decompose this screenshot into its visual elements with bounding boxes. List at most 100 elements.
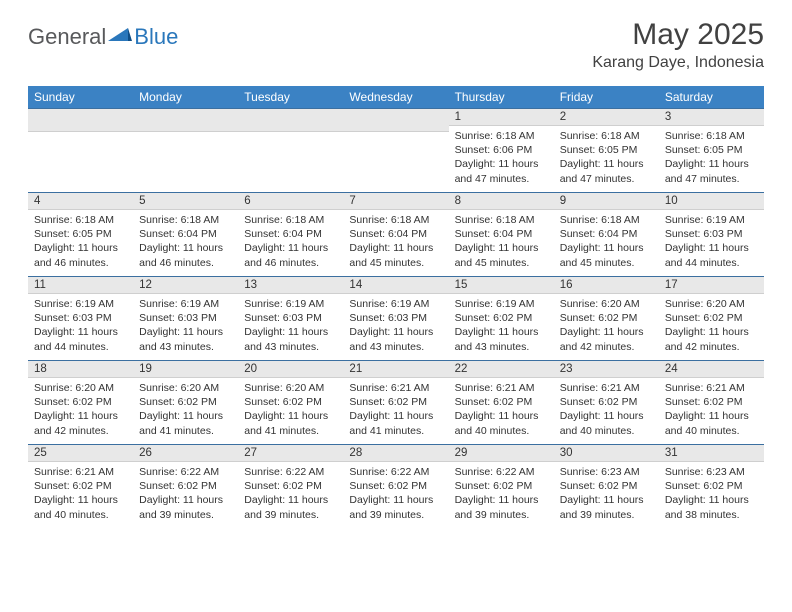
calendar-day-cell: 15Sunrise: 6:19 AMSunset: 6:02 PMDayligh… [449, 276, 554, 360]
brand-part2: Blue [134, 24, 178, 50]
sunset-line: Sunset: 6:02 PM [455, 479, 548, 493]
day-data: Sunrise: 6:20 AMSunset: 6:02 PMDaylight:… [133, 378, 238, 442]
day-data: Sunrise: 6:22 AMSunset: 6:02 PMDaylight:… [133, 462, 238, 526]
day-number: 7 [343, 192, 448, 210]
sunset-line: Sunset: 6:03 PM [349, 311, 442, 325]
calendar-day-cell: 4Sunrise: 6:18 AMSunset: 6:05 PMDaylight… [28, 192, 133, 276]
calendar-day-cell [238, 108, 343, 192]
sunrise-line: Sunrise: 6:18 AM [139, 213, 232, 227]
day-number: 24 [659, 360, 764, 378]
daylight-line: Daylight: 11 hours and 47 minutes. [455, 157, 548, 185]
sunset-line: Sunset: 6:02 PM [244, 395, 337, 409]
calendar-day-cell: 17Sunrise: 6:20 AMSunset: 6:02 PMDayligh… [659, 276, 764, 360]
day-number: 26 [133, 444, 238, 462]
day-number: 11 [28, 276, 133, 294]
month-title: May 2025 [592, 18, 764, 52]
day-data: Sunrise: 6:19 AMSunset: 6:03 PMDaylight:… [343, 294, 448, 358]
sunrise-line: Sunrise: 6:18 AM [349, 213, 442, 227]
sunrise-line: Sunrise: 6:21 AM [455, 381, 548, 395]
daylight-line: Daylight: 11 hours and 41 minutes. [139, 409, 232, 437]
day-data: Sunrise: 6:18 AMSunset: 6:05 PMDaylight:… [659, 126, 764, 190]
day-data: Sunrise: 6:19 AMSunset: 6:03 PMDaylight:… [238, 294, 343, 358]
calendar-table: SundayMondayTuesdayWednesdayThursdayFrid… [28, 86, 764, 528]
day-number: 23 [554, 360, 659, 378]
daylight-line: Daylight: 11 hours and 43 minutes. [244, 325, 337, 353]
calendar-day-cell: 11Sunrise: 6:19 AMSunset: 6:03 PMDayligh… [28, 276, 133, 360]
day-data: Sunrise: 6:19 AMSunset: 6:03 PMDaylight:… [133, 294, 238, 358]
empty-daynum [28, 108, 133, 132]
day-number: 20 [238, 360, 343, 378]
daylight-line: Daylight: 11 hours and 45 minutes. [349, 241, 442, 269]
weekday-header: Wednesday [343, 86, 448, 108]
sunrise-line: Sunrise: 6:20 AM [34, 381, 127, 395]
day-number: 8 [449, 192, 554, 210]
day-number: 21 [343, 360, 448, 378]
sunset-line: Sunset: 6:05 PM [665, 143, 758, 157]
daylight-line: Daylight: 11 hours and 43 minutes. [139, 325, 232, 353]
day-number: 31 [659, 444, 764, 462]
day-data: Sunrise: 6:20 AMSunset: 6:02 PMDaylight:… [554, 294, 659, 358]
calendar-day-cell: 5Sunrise: 6:18 AMSunset: 6:04 PMDaylight… [133, 192, 238, 276]
sunrise-line: Sunrise: 6:22 AM [455, 465, 548, 479]
sunset-line: Sunset: 6:04 PM [560, 227, 653, 241]
calendar-day-cell: 2Sunrise: 6:18 AMSunset: 6:05 PMDaylight… [554, 108, 659, 192]
day-number: 1 [449, 108, 554, 126]
sunset-line: Sunset: 6:04 PM [455, 227, 548, 241]
weekday-header: Tuesday [238, 86, 343, 108]
sunset-line: Sunset: 6:02 PM [560, 395, 653, 409]
calendar-day-cell [133, 108, 238, 192]
day-number: 17 [659, 276, 764, 294]
daylight-line: Daylight: 11 hours and 46 minutes. [34, 241, 127, 269]
sunset-line: Sunset: 6:02 PM [349, 479, 442, 493]
sunrise-line: Sunrise: 6:22 AM [244, 465, 337, 479]
sunrise-line: Sunrise: 6:18 AM [665, 129, 758, 143]
day-number: 25 [28, 444, 133, 462]
day-data: Sunrise: 6:20 AMSunset: 6:02 PMDaylight:… [659, 294, 764, 358]
day-data: Sunrise: 6:20 AMSunset: 6:02 PMDaylight:… [238, 378, 343, 442]
calendar-week-row: 4Sunrise: 6:18 AMSunset: 6:05 PMDaylight… [28, 192, 764, 276]
calendar-day-cell: 29Sunrise: 6:22 AMSunset: 6:02 PMDayligh… [449, 444, 554, 528]
day-number: 29 [449, 444, 554, 462]
calendar-day-cell: 28Sunrise: 6:22 AMSunset: 6:02 PMDayligh… [343, 444, 448, 528]
day-number: 10 [659, 192, 764, 210]
day-number: 9 [554, 192, 659, 210]
day-number: 12 [133, 276, 238, 294]
sunrise-line: Sunrise: 6:19 AM [455, 297, 548, 311]
day-number: 6 [238, 192, 343, 210]
weekday-header: Monday [133, 86, 238, 108]
sunrise-line: Sunrise: 6:20 AM [665, 297, 758, 311]
day-number: 27 [238, 444, 343, 462]
sunrise-line: Sunrise: 6:20 AM [560, 297, 653, 311]
day-number: 16 [554, 276, 659, 294]
brand-logo: General Blue [28, 18, 178, 50]
day-data: Sunrise: 6:20 AMSunset: 6:02 PMDaylight:… [28, 378, 133, 442]
day-data: Sunrise: 6:18 AMSunset: 6:06 PMDaylight:… [449, 126, 554, 190]
calendar-page: General Blue May 2025 Karang Daye, Indon… [0, 0, 792, 540]
calendar-day-cell: 20Sunrise: 6:20 AMSunset: 6:02 PMDayligh… [238, 360, 343, 444]
sunset-line: Sunset: 6:02 PM [139, 479, 232, 493]
calendar-day-cell [28, 108, 133, 192]
weekday-header-row: SundayMondayTuesdayWednesdayThursdayFrid… [28, 86, 764, 108]
day-number: 3 [659, 108, 764, 126]
daylight-line: Daylight: 11 hours and 45 minutes. [560, 241, 653, 269]
sunset-line: Sunset: 6:04 PM [349, 227, 442, 241]
sunset-line: Sunset: 6:04 PM [139, 227, 232, 241]
sunrise-line: Sunrise: 6:23 AM [560, 465, 653, 479]
calendar-day-cell: 21Sunrise: 6:21 AMSunset: 6:02 PMDayligh… [343, 360, 448, 444]
day-number: 28 [343, 444, 448, 462]
calendar-day-cell: 13Sunrise: 6:19 AMSunset: 6:03 PMDayligh… [238, 276, 343, 360]
calendar-week-row: 18Sunrise: 6:20 AMSunset: 6:02 PMDayligh… [28, 360, 764, 444]
sunset-line: Sunset: 6:02 PM [455, 311, 548, 325]
sunrise-line: Sunrise: 6:18 AM [455, 129, 548, 143]
calendar-day-cell: 14Sunrise: 6:19 AMSunset: 6:03 PMDayligh… [343, 276, 448, 360]
sunset-line: Sunset: 6:02 PM [665, 311, 758, 325]
daylight-line: Daylight: 11 hours and 42 minutes. [665, 325, 758, 353]
location: Karang Daye, Indonesia [592, 54, 764, 72]
daylight-line: Daylight: 11 hours and 40 minutes. [34, 493, 127, 521]
sunrise-line: Sunrise: 6:19 AM [665, 213, 758, 227]
daylight-line: Daylight: 11 hours and 39 minutes. [244, 493, 337, 521]
weekday-header: Sunday [28, 86, 133, 108]
day-number: 22 [449, 360, 554, 378]
day-data: Sunrise: 6:21 AMSunset: 6:02 PMDaylight:… [659, 378, 764, 442]
day-data: Sunrise: 6:23 AMSunset: 6:02 PMDaylight:… [659, 462, 764, 526]
